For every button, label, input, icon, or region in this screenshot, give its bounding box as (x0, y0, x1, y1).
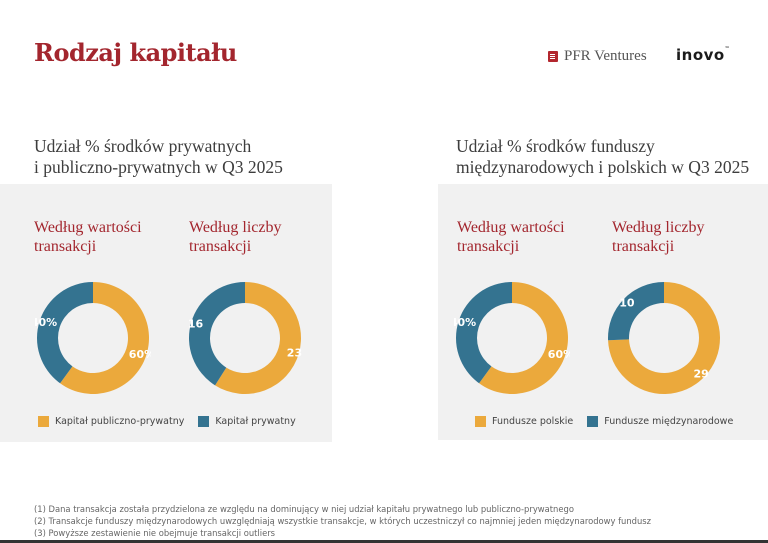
inovo-logo-text: inovo (676, 46, 725, 64)
subtitle-by-count: Według liczby transakcji (189, 218, 281, 256)
donut-label: 10 (619, 296, 635, 309)
subtitle-line: transakcji (189, 238, 252, 255)
bottom-divider (0, 540, 768, 543)
donut-label: 40% (35, 316, 57, 329)
pfr-logo-icon (548, 51, 558, 62)
donut-slice-blue (189, 282, 245, 386)
donut-chart: 23 16 (188, 282, 302, 394)
subtitle-line: transakcji (34, 238, 97, 255)
footnote: (1) Dana transakcja została przydzielona… (34, 504, 574, 514)
legend-swatch-blue (198, 416, 210, 427)
legend-label: Fundusze międzynarodowe (604, 416, 734, 427)
legend-swatch-orange (475, 416, 486, 427)
donut-label: 23 (287, 346, 302, 359)
footnotes: (1) Dana transakcja została przydzielona… (34, 503, 651, 539)
legend-label: Kapitał publiczno-prywatny (55, 416, 185, 427)
legend: Fundusze polskie Fundusze międzynarodowe (475, 416, 747, 427)
donut-slice-orange (608, 282, 720, 394)
donut-label: 16 (188, 318, 204, 331)
donut-chart: 29 10 (608, 282, 720, 394)
section-title-line: Udział % środków prywatnych (34, 136, 252, 156)
pfr-ventures-logo: PFR Ventures (548, 48, 647, 65)
pfr-logo-text: PFR Ventures (564, 48, 647, 64)
donut-slice-blue (455, 282, 512, 384)
legend-label: Fundusze polskie (492, 416, 574, 427)
legend-swatch-blue (587, 416, 599, 427)
donut-label: 60% (129, 348, 151, 361)
subtitle-by-value: Według wartości transakcji (457, 218, 565, 256)
subtitle-by-value: Według wartości transakcji (34, 218, 142, 256)
donut-slice-orange (60, 282, 149, 394)
donut-chart: 60% 40% (454, 282, 570, 394)
legend-item: Kapitał prywatny (198, 416, 296, 427)
legend-item: Kapitał publiczno-prywatny (38, 416, 184, 427)
inovo-logo: inovo™ (676, 46, 731, 64)
footnote: (2) Transakcje funduszy międzynarodowych… (34, 516, 652, 526)
donut-slice-blue (36, 282, 93, 384)
legend: Kapitał publiczno-prywatny Kapitał prywa… (38, 416, 310, 427)
subtitle-by-count: Według liczby transakcji (612, 218, 704, 256)
donut-slice-orange (479, 282, 568, 394)
footnote: (3) Powyższe zestawienie nie obejmuje tr… (34, 528, 276, 538)
page-title: Rodzaj kapitału (34, 38, 237, 67)
subtitle-line: Według wartości (457, 219, 565, 236)
section-title-funds: Udział % środków funduszy międzynarodowy… (456, 136, 749, 178)
subtitle-line: transakcji (612, 238, 675, 255)
donut-label: 29 (693, 368, 708, 381)
donut-slice-blue (608, 282, 664, 341)
legend-swatch-orange (38, 416, 49, 427)
subtitle-line: Według liczby (612, 219, 705, 236)
legend-item: Fundusze polskie (475, 416, 573, 427)
subtitle-line: Według liczby (189, 219, 282, 236)
donut-label: 60% (548, 348, 570, 361)
donut-slice-orange (215, 282, 301, 394)
legend-item: Fundusze międzynarodowe (587, 416, 733, 427)
legend-label: Kapitał prywatny (215, 416, 296, 427)
donut-label: 40% (454, 316, 476, 329)
section-title-line: Udział % środków funduszy (456, 136, 655, 156)
section-title-line: międzynarodowych i polskich w Q3 2025 (456, 157, 750, 177)
subtitle-line: transakcji (457, 238, 520, 255)
subtitle-line: Według wartości (34, 219, 142, 236)
section-title-line: i publiczno-prywatnych w Q3 2025 (34, 157, 283, 177)
section-title-private: Udział % środków prywatnych i publiczno-… (34, 136, 283, 178)
donut-chart: 60% 40% (35, 282, 151, 394)
